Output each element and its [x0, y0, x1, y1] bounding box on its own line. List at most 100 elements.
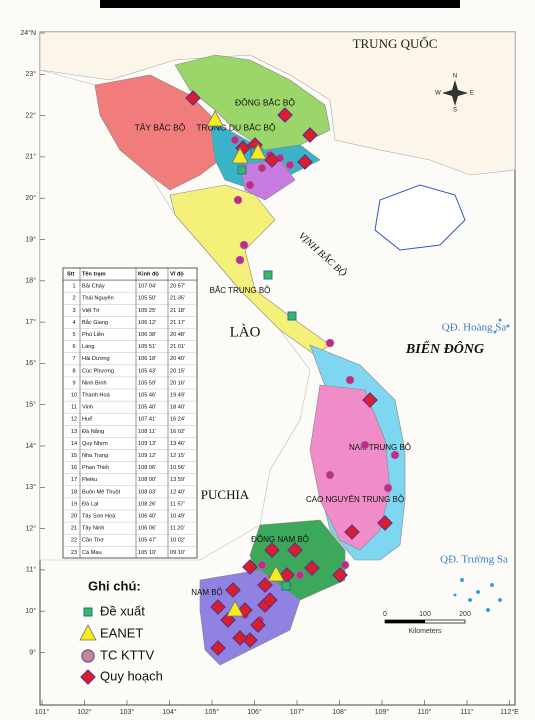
marker-de-xuat — [281, 581, 291, 591]
compass-rose — [442, 80, 468, 106]
region-label: BẮC TRUNG BỘ — [210, 286, 271, 295]
region-label: PUCHIA — [201, 487, 250, 502]
marker-quy-hoach — [232, 630, 248, 646]
table-cell: 20 — [71, 514, 77, 520]
table-cell: Cà Mau — [82, 550, 102, 556]
hainan-island — [374, 184, 466, 251]
marker-tc-kttv — [81, 649, 95, 663]
table-cell: Buôn Mê Thuột — [82, 489, 121, 495]
table-cell: 18 — [71, 489, 77, 495]
table-cell: 105 59' — [138, 380, 156, 386]
region-label: QĐ. Hoàng Sa — [442, 322, 507, 334]
latitude-label: 9° — [29, 648, 36, 656]
legend-item: EANET — [100, 625, 143, 640]
table-cell: 108 00' — [138, 477, 156, 483]
marker-quy-hoach — [344, 524, 360, 540]
marker-tc-kttv — [325, 338, 335, 348]
marker-tc-kttv — [390, 450, 400, 460]
marker-tc-kttv — [245, 180, 255, 190]
china — [39, 31, 516, 176]
truong-sa-islands — [453, 578, 502, 612]
table-cell: 21 — [71, 526, 77, 532]
latitude-label: 13° — [25, 483, 36, 491]
table-cell: 16 24' — [170, 417, 185, 423]
marker-eanet — [267, 565, 285, 582]
latitude-label: 11° — [26, 566, 36, 574]
longitude-label: 111° — [460, 708, 474, 716]
latitude-label: 10° — [25, 607, 36, 615]
table-cell: 12 — [71, 417, 77, 423]
region-label: TRUNG DU BẮC BỘ — [196, 122, 276, 132]
region-label: LÀO — [230, 323, 261, 340]
table-cell: 3 — [72, 308, 75, 314]
marker-eanet — [206, 110, 224, 127]
table-cell: 105 50' — [138, 296, 156, 302]
table-cell: Phan Thiết — [82, 465, 109, 471]
table-cell: Thanh Hoá — [82, 393, 111, 399]
marker-quy-hoach — [302, 127, 318, 143]
marker-eanet — [226, 600, 244, 617]
marker-de-xuat — [287, 311, 297, 321]
table-cell: 5 — [72, 332, 75, 338]
latitude-label: 19° — [25, 235, 36, 243]
compass-letter: S — [453, 108, 457, 114]
marker-eanet — [231, 147, 249, 164]
table-cell: 20 15' — [170, 368, 185, 374]
table-cell: 108 03' — [138, 489, 156, 495]
table-cell: 19 49' — [170, 393, 185, 399]
marker-quy-hoach — [262, 592, 278, 608]
table-cell: 11 57' — [170, 501, 185, 507]
longitude-label: 101° — [35, 708, 50, 716]
table-cell: Vinh — [82, 405, 93, 411]
table-cell: 21 01' — [170, 344, 185, 350]
latitude-label: 20° — [25, 194, 36, 202]
table-cell: 105 25' — [138, 308, 156, 314]
table-cell: 21 17' — [170, 320, 185, 326]
marker-tc-kttv — [360, 440, 370, 450]
region-label: NAM TRUNG BỘ — [349, 443, 411, 452]
table-cell: 108 06' — [138, 465, 156, 471]
marker-quy-hoach — [304, 560, 320, 576]
marker-quy-hoach — [220, 612, 236, 628]
hoang-sa-islands — [493, 318, 510, 334]
table-cell: 10 56' — [170, 465, 185, 471]
table-cell: 105 47' — [138, 538, 156, 544]
table-cell: 1 — [72, 284, 75, 290]
table-cell: Cần Thơ — [82, 538, 104, 544]
marker-quy-hoach — [225, 582, 241, 598]
table-cell: 105 40' — [138, 405, 156, 411]
scale-label: 200 — [459, 611, 471, 618]
marker-tc-kttv — [325, 470, 335, 480]
table-cell: 107 04' — [138, 284, 156, 290]
marker-quy-hoach — [277, 107, 293, 123]
table-cell: 10 — [71, 393, 77, 399]
latitude-label: 14° — [25, 442, 36, 450]
marker-quy-hoach — [80, 669, 96, 685]
table-cell: 17 — [71, 477, 77, 483]
table-cell: 106 38' — [138, 332, 156, 338]
table-cell: 16 02' — [170, 429, 185, 435]
region-cao-nguyen — [309, 384, 391, 551]
region-label: TRUNG QUỐC — [353, 36, 438, 51]
table-cell: 109 12' — [138, 453, 156, 459]
marker-eanet — [249, 143, 267, 160]
table-cell: 109 13' — [138, 441, 156, 447]
table-cell: 15 — [71, 453, 77, 459]
table-header: Tên trạm — [82, 272, 106, 278]
marker-de-xuat — [237, 165, 247, 175]
table-cell: Cúc Phương — [82, 368, 114, 374]
table-cell: 14 — [71, 441, 77, 447]
table-cell: Láng — [82, 344, 94, 350]
scale-label: 0 — [383, 611, 387, 618]
table-cell: 11 20' — [170, 526, 185, 532]
table-cell: Đà Lạt — [82, 501, 99, 507]
table-header: Stt — [67, 272, 75, 278]
marker-quy-hoach — [377, 515, 393, 531]
legend-item: Đề xuất — [100, 603, 145, 618]
table-cell: 107 41' — [138, 417, 156, 423]
table-cell: 10 49' — [170, 514, 185, 520]
table-cell: Phú Liễn — [82, 331, 104, 338]
marker-de-xuat — [83, 607, 93, 617]
table-header: Kinh độ — [138, 272, 159, 278]
table-header: Vĩ độ — [170, 272, 184, 278]
